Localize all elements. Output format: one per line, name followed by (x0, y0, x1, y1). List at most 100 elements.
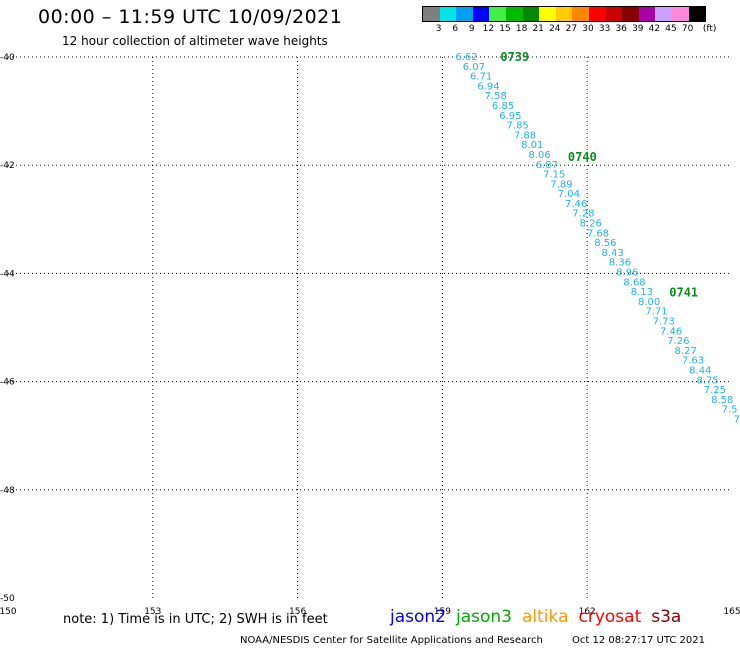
swh-value-label: 7 (734, 414, 740, 425)
credit-footer: NOAA/NESDIS Center for Satellite Applica… (240, 635, 705, 646)
mission-s3a: s3a (651, 607, 682, 627)
swh-value-label: 8.26 (580, 219, 602, 230)
legend-label: 6 (452, 24, 459, 34)
mission-legend: jason2 jason3 altika cryosat s3a (390, 607, 691, 627)
mission-jason2: jason2 (390, 607, 446, 627)
credit-text: NOAA/NESDIS Center for Satellite Applica… (240, 635, 543, 646)
legend-swatch (688, 7, 706, 21)
swh-value-label: 6.07 (463, 62, 485, 73)
swh-value-label: 8.44 (689, 365, 711, 376)
swh-value-label: 7.5 (722, 405, 738, 416)
swh-value-label: 7.85 (507, 121, 529, 132)
swh-value-label: 6.95 (499, 111, 521, 122)
legend-label: 33 (598, 24, 611, 34)
legend-label: 39 (632, 24, 644, 34)
map-grid (8, 56, 732, 598)
x-tick-label: 159 (434, 607, 451, 617)
legend-label: 45 (665, 24, 677, 34)
swh-value-label: 6.71 (470, 72, 492, 83)
swh-value-label: 7.89 (550, 179, 572, 190)
pass-time-label: 0739 (500, 50, 529, 64)
y-tick-label: -44 (0, 269, 15, 279)
generated-timestamp: Oct 12 08:27:17 UTC 2021 (572, 635, 705, 646)
swh-value-label: 7.26 (667, 336, 689, 347)
swh-value-label: 8.27 (675, 346, 697, 357)
swh-value-label: 6.94 (477, 81, 499, 92)
pass-time-label: 0741 (669, 285, 698, 299)
y-tick-label: -46 (0, 378, 15, 388)
legend-swatch (605, 7, 623, 21)
page-title: 00:00 – 11:59 UTC 10/09/2021 (38, 6, 343, 28)
swh-value-label: 7.88 (514, 130, 536, 141)
mission-cryosat: cryosat (578, 607, 642, 627)
y-tick-label: -40 (0, 53, 15, 63)
legend-swatch (505, 7, 523, 21)
legend-swatch (423, 7, 440, 21)
swh-value-label: 7.68 (587, 228, 609, 239)
legend-labels: 3 6 9 12 15 18 21 24 27 30 33 36 39 42 45 70 (ft) (422, 22, 717, 36)
swh-value-label: 7.71 (645, 307, 667, 318)
swh-value-label: 7.73 (653, 317, 675, 328)
pass-labels: 0739 0740 0741 (500, 50, 698, 299)
legend-swatch (456, 7, 473, 21)
legend-label: 21 (532, 24, 544, 34)
legend-label: 36 (615, 24, 627, 34)
swh-value-label: 7.04 (558, 189, 580, 200)
color-legend: 3 6 9 12 15 18 21 24 27 30 33 36 39 42 45 70 (ft) (422, 6, 717, 36)
legend-swatch (671, 7, 689, 21)
legend-swatch (588, 7, 606, 21)
swh-value-label: 7.46 (660, 326, 682, 337)
legend-swatch (638, 7, 656, 21)
swh-value-label: 6.87 (536, 160, 558, 171)
swh-value-label: 8.13 (631, 287, 653, 298)
y-tick-label: -50 (0, 594, 15, 604)
legend-label: 30 (582, 24, 594, 34)
legend-label: 42 (648, 24, 661, 34)
swh-value-label: 8.00 (638, 297, 660, 308)
legend-label: 70 (681, 24, 694, 34)
y-tick-label: -42 (0, 161, 15, 171)
legend-label: 3 (435, 24, 442, 34)
satellite-track: 6.626.076.716.947.586.856.957.857.888.01… (455, 52, 740, 425)
legend-label: 15 (499, 24, 511, 34)
swh-value-label: 8.06 (528, 150, 550, 161)
swh-value-label: 7.25 (704, 385, 726, 396)
legend-label: 12 (482, 24, 495, 34)
swh-value-label: 8.01 (521, 140, 543, 151)
swh-value-label: 8.56 (594, 238, 616, 249)
swh-value-label: 8.43 (602, 248, 624, 259)
swh-value-label: 8.75 (696, 375, 718, 386)
legend-swatch (439, 7, 457, 21)
x-tick-label: 162 (579, 607, 596, 617)
swh-value-label: 7.63 (682, 356, 704, 367)
swh-value-label: 7.28 (572, 209, 594, 220)
x-tick-label: 153 (144, 607, 161, 617)
legend-swatch (655, 7, 672, 21)
x-tick-label: 165 (723, 607, 740, 617)
swh-value-label: 7.46 (565, 199, 587, 210)
legend-label: 24 (549, 24, 561, 34)
mission-altika: altika (522, 607, 569, 627)
legend-unit: (ft) (702, 24, 717, 34)
legend-label: 27 (565, 24, 578, 34)
legend-swatch (472, 7, 490, 21)
y-tick-label: -48 (0, 486, 15, 496)
swh-value-label: 8.36 (609, 258, 631, 269)
swh-value-label: 7.58 (485, 91, 507, 102)
axis-tick-labels: 150 153 156 159 162 165 -40 -42 -44 -46 -48 -50 (0, 53, 740, 617)
page-subtitle: 12 hour collection of altimeter wave hei… (62, 34, 328, 48)
swh-value-label: 6.62 (455, 52, 477, 63)
swh-value-label: 7.15 (543, 170, 565, 181)
mission-jason3: jason3 (456, 607, 512, 627)
units-note: note: 1) Time is in UTC; 2) SWH is in fe… (63, 612, 328, 627)
legend-swatch (555, 7, 573, 21)
legend-swatch (522, 7, 540, 21)
pass-time-label: 0740 (568, 150, 597, 164)
legend-color-bar (422, 6, 707, 22)
swh-value-label: 8.68 (623, 277, 645, 288)
x-tick-label: 150 (0, 607, 17, 617)
swh-value-label: 8.58 (711, 395, 733, 406)
swh-value-label: 6.85 (492, 101, 514, 112)
x-tick-label: 156 (289, 607, 306, 617)
